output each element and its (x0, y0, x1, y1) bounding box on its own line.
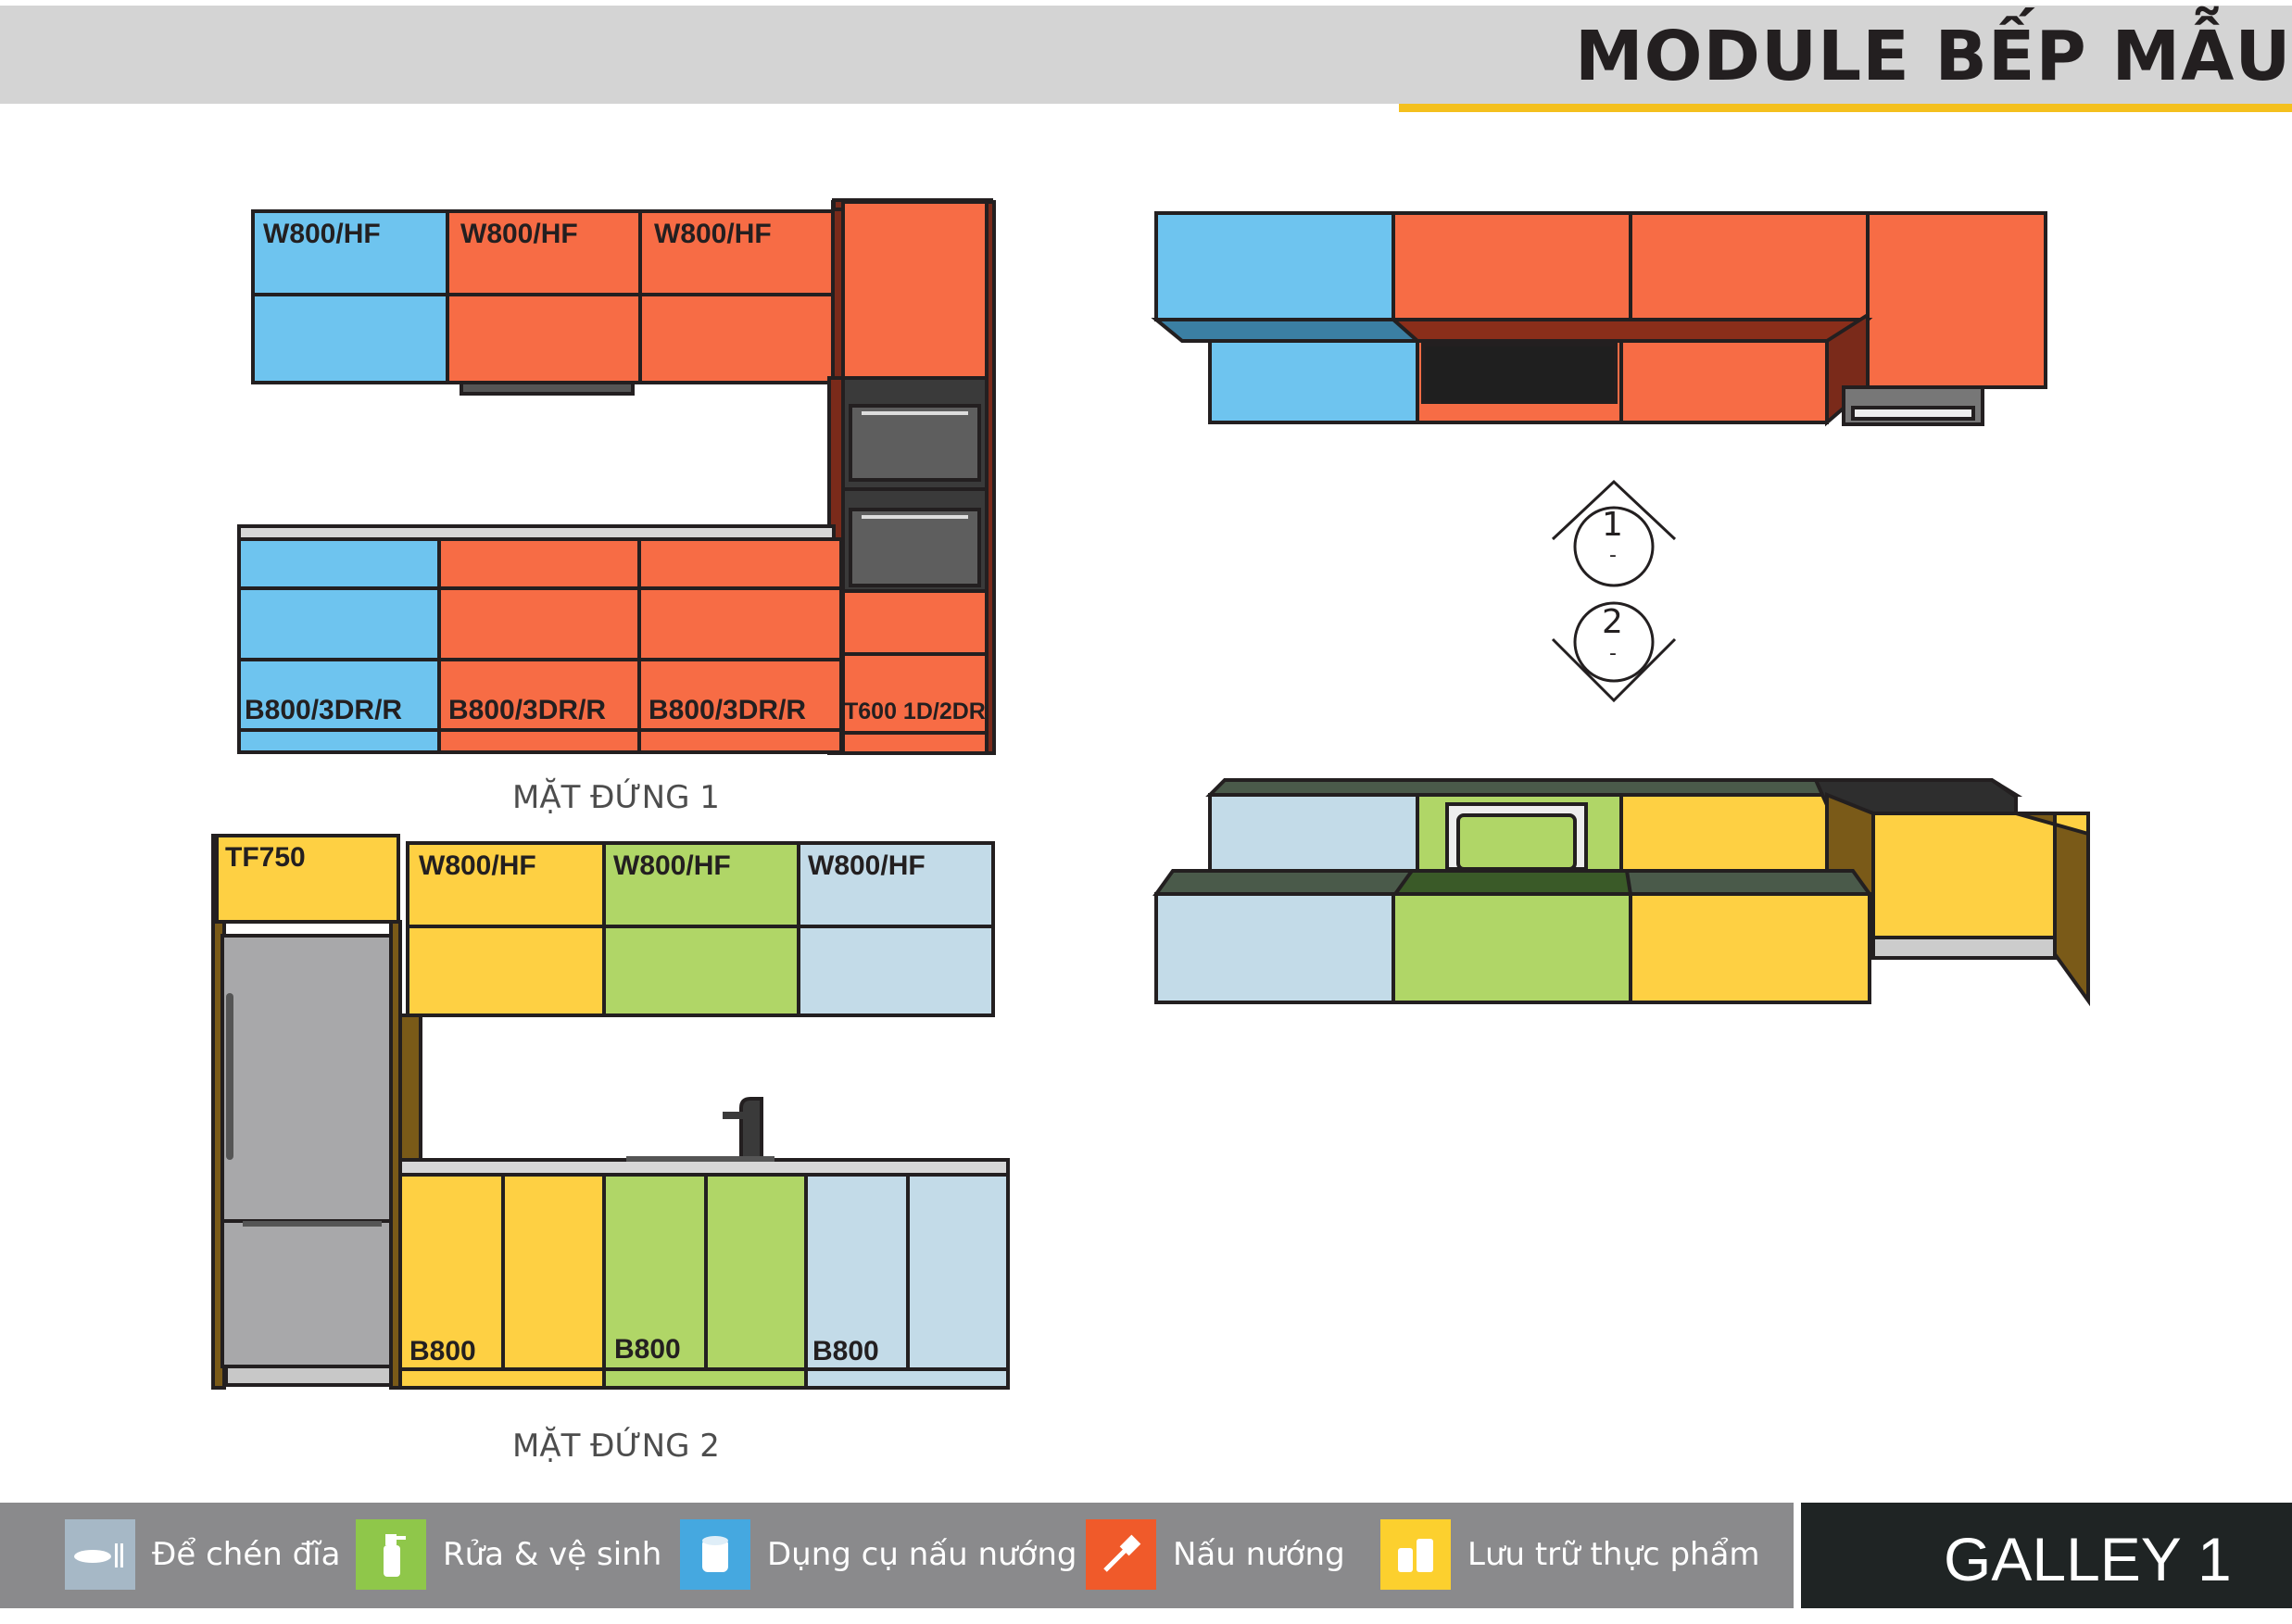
footer-legend-bar (0, 1503, 1794, 1608)
legend-label-cookware: Dụng cụ nấu nướng (767, 1536, 1077, 1573)
base-3d-view (1152, 778, 2090, 1007)
e1-upper-2 (446, 209, 642, 384)
legend-item-cookware: Dụng cụ nấu nướng (680, 1519, 1077, 1590)
e1-upper-label-3: W800/HF (654, 219, 772, 249)
title-accent-bar (1399, 104, 2292, 112)
e2-tall-top (215, 834, 400, 924)
footer-galley-panel (1801, 1503, 2292, 1608)
e1-base-label-3: B800/3DR/R (649, 695, 806, 725)
e2-upper-1 (406, 841, 606, 1017)
pot-icon (680, 1519, 750, 1590)
legend-label-food-storage: Lưu trữ thực phẩm (1467, 1536, 1760, 1573)
jars-icon (1380, 1519, 1451, 1590)
e2-faucet (739, 1097, 763, 1160)
e1-upper-label-2: W800/HF (460, 219, 578, 249)
elevation-2 (211, 834, 1010, 1390)
e1-base-1 (237, 537, 441, 754)
legend-item-cooking: Nấu nướng (1086, 1519, 1345, 1590)
section-marker-1-number: 1 (1602, 506, 1623, 544)
elevation-1 (237, 198, 996, 755)
e2-upper-label-1: W800/HF (419, 850, 536, 881)
legend-label-cleaning: Rửa & vệ sinh (443, 1536, 662, 1573)
e1-base-3 (637, 537, 843, 754)
elevation-1-labels: W800/HF W800/HF W800/HF B800/3DR/R B800/… (245, 219, 986, 816)
plate-icon (65, 1519, 135, 1590)
section-marker-1 (1573, 506, 1655, 587)
header-band (0, 6, 2292, 104)
elevation-2-labels: TF750 W800/HF W800/HF W800/HF B800 B800 … (225, 842, 926, 1465)
upper-3d-view (1151, 211, 2047, 427)
e2-fridge (220, 934, 393, 1368)
e1-upper-label-1: W800/HF (263, 219, 381, 249)
section-marker-2-sub: - (1609, 642, 1617, 665)
e1-base-label-2: B800/3DR/R (448, 695, 606, 725)
e1-upper-3 (638, 209, 835, 384)
galley-label: GALLEY 1 (1944, 1525, 2232, 1593)
section-markers (1551, 479, 1677, 703)
elevation-1-title: MẶT ĐỨNG 1 (512, 778, 720, 816)
e2-base-label-3: B800 (812, 1336, 879, 1366)
e2-base-label-1: B800 (409, 1336, 476, 1366)
section-marker-1-sub: - (1609, 544, 1617, 567)
legend-item-cleaning: Rửa & vệ sinh (356, 1519, 661, 1590)
legend-item-plates: Để chén đĩa (65, 1519, 340, 1590)
e1-range-hood (460, 381, 635, 396)
elevation-2-title: MẶT ĐỨNG 2 (512, 1427, 720, 1465)
page-title: MODULE BẾP MẪU (1575, 17, 2292, 96)
spray-bottle-icon (356, 1519, 426, 1590)
e2-upper-label-2: W800/HF (613, 850, 731, 881)
e1-base-label-4: T600 1D/2DR (844, 699, 986, 724)
legend-label-cooking: Nấu nướng (1173, 1536, 1345, 1573)
section-marker-2 (1573, 601, 1655, 683)
e2-upper-3 (797, 841, 995, 1017)
spatula-icon (1086, 1519, 1156, 1590)
legend-item-food-storage: Lưu trữ thực phẩm (1380, 1519, 1760, 1590)
legend-label-plates: Để chén đĩa (152, 1536, 341, 1573)
e2-base-label-2: B800 (614, 1334, 681, 1365)
e2-upper-label-3: W800/HF (808, 850, 926, 881)
section-marker-2-number: 2 (1602, 603, 1623, 641)
e1-tall-top (841, 200, 989, 380)
e1-upper-1 (251, 209, 449, 384)
e2-upper-2 (602, 841, 800, 1017)
e1-base-label-1: B800/3DR/R (245, 695, 402, 725)
e2-tall-label: TF750 (225, 842, 306, 873)
